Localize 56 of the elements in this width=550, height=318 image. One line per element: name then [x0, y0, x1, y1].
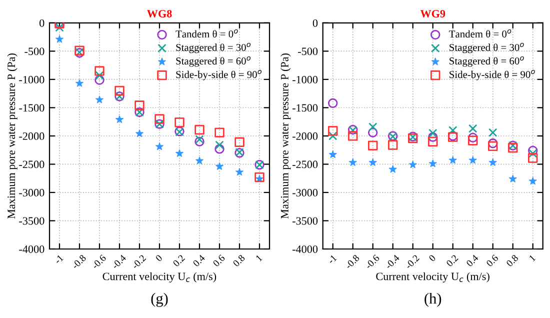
x-tick-label: 0: [428, 254, 436, 262]
legend-label: Staggered θ = 30$^{o}$: [176, 42, 251, 54]
y-tick-label: -3500: [19, 217, 44, 225]
x-tick-label: 1: [528, 254, 536, 262]
x-tick-label: 0.2: [446, 254, 459, 268]
x-tick-label: 0.6: [212, 254, 226, 268]
x-tick-label: 0.8: [506, 254, 519, 268]
x-tick-label: -0.8: [344, 254, 360, 270]
y-tick-label: -2000: [19, 132, 44, 140]
x-tick-label: -0.8: [71, 254, 86, 270]
x-tick-label: -0.6: [91, 254, 106, 270]
y-tick-label: -4000: [19, 245, 44, 253]
y-tick-label: -500: [24, 48, 44, 56]
legend-label: Staggered θ = 30$^{o}$: [450, 42, 524, 54]
x-tick-label: 0.6: [486, 254, 499, 268]
y-tick-label: -2000: [292, 132, 318, 140]
y-tick-label: 0: [312, 19, 318, 27]
y-tick-label: -1000: [19, 76, 44, 84]
x-tick-label: -1: [327, 254, 337, 264]
x-tick-label: 0.4: [466, 254, 479, 268]
y-tick-label: -2500: [292, 160, 318, 168]
y-tick-label: -500: [298, 48, 318, 56]
x-tick-label: -0.6: [364, 254, 380, 270]
y-tick-label: -3000: [19, 188, 44, 196]
legend-label: Staggered θ = 60$^{o}$: [176, 56, 251, 67]
y-axis-title: Maximum pore water pressure P (Pa): [280, 53, 291, 219]
y-tick-label: -1500: [19, 104, 44, 112]
y-tick-label: -1500: [292, 104, 318, 112]
x-tick-label: -0.2: [131, 254, 146, 270]
y-tick-label: -3500: [292, 217, 318, 225]
text: (g): [151, 292, 168, 307]
x-tick-label: -0.4: [384, 254, 400, 270]
y-tick-label: -4000: [292, 245, 318, 253]
x-tick-label: 0.2: [172, 254, 186, 268]
x-tick-label: -1: [54, 254, 64, 264]
chart-title: WG8: [147, 10, 172, 18]
x-tick-label: 0.4: [192, 254, 206, 268]
y-tick-label: -3000: [292, 188, 318, 196]
legend-label: Staggered θ = 60$^{o}$: [450, 56, 524, 67]
x-axis-title: Current velocity U$_{c}$ (m/s): [376, 272, 490, 282]
chart-title: WG9: [420, 10, 446, 18]
legend-label: Side-by-side θ = 90$^{o}$: [176, 70, 262, 80]
text: (h): [424, 292, 442, 307]
y-tick-label: 0: [40, 19, 44, 27]
x-tick-label: -0.2: [404, 254, 420, 270]
x-tick-label: 0: [155, 254, 163, 262]
y-tick-label: -2500: [19, 160, 44, 168]
x-tick-label: 1: [256, 254, 262, 262]
legend-label: Tandem θ = 0$^{o}$: [176, 29, 238, 38]
x-tick-label: -0.4: [111, 254, 127, 270]
legend-label: Side-by-side θ = 90$^{o}$: [450, 70, 535, 80]
x-tick-label: 0.8: [232, 254, 246, 268]
x-axis-title: Current velocity U$_{c}$ (m/s): [102, 272, 216, 282]
y-axis-title: Maximum pore water pressure P (Pa): [7, 53, 18, 219]
y-tick-label: -1000: [292, 76, 318, 84]
legend-label: Tandem θ = 0$^{o}$: [449, 29, 512, 38]
